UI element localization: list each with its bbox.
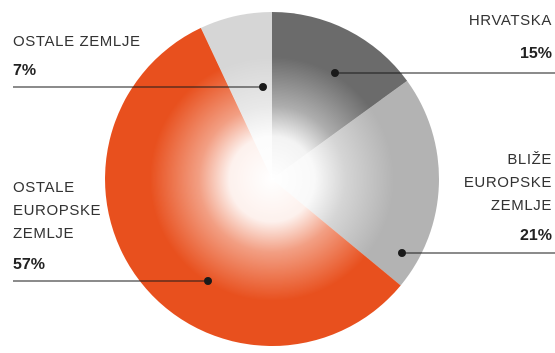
- slice-label-hrvatska-line-1: HRVATSKA: [469, 12, 552, 29]
- slice-label-ostale-zemlje-line-1: OSTALE ZEMLJE: [13, 33, 141, 50]
- slice-label-bli-e-europske-zemlje-line-1: BLIŽE: [507, 151, 552, 168]
- slice-label-ostale-europske-zemlje-line-2: EUROPSKE: [13, 202, 101, 219]
- leader-dot-hrvatska: [331, 69, 339, 77]
- slice-value-hrvatska: 15%: [520, 45, 552, 62]
- leader-lines: [13, 69, 555, 285]
- slice-value-ostale-europske-zemlje: 57%: [13, 256, 45, 273]
- slice-labels: HRVATSKA 15% BLIŽE EUROPSKE ZEMLJE 21% OSTALE E…: [13, 12, 552, 273]
- leader-dot-ostale-zemlje: [259, 83, 267, 91]
- slice-label-bli-e-europske-zemlje-line-2: EUROPSKE: [464, 174, 552, 191]
- slice-label-bli-e-europske-zemlje-line-3: ZEMLJE: [491, 197, 552, 214]
- slice-label-ostale-europske-zemlje-line-3: ZEMLJE: [13, 225, 74, 242]
- slice-value-ostale-zemlje: 7%: [13, 62, 36, 79]
- leader-dot-ostale-europske-zemlje: [204, 277, 212, 285]
- slice-label-ostale-europske-zemlje-line-1: OSTALE: [13, 179, 75, 196]
- pie-center-glow: [150, 57, 394, 301]
- slice-value-bli-e-europske-zemlje: 21%: [520, 227, 552, 244]
- leader-dot-bli-e-europske-zemlje: [398, 249, 406, 257]
